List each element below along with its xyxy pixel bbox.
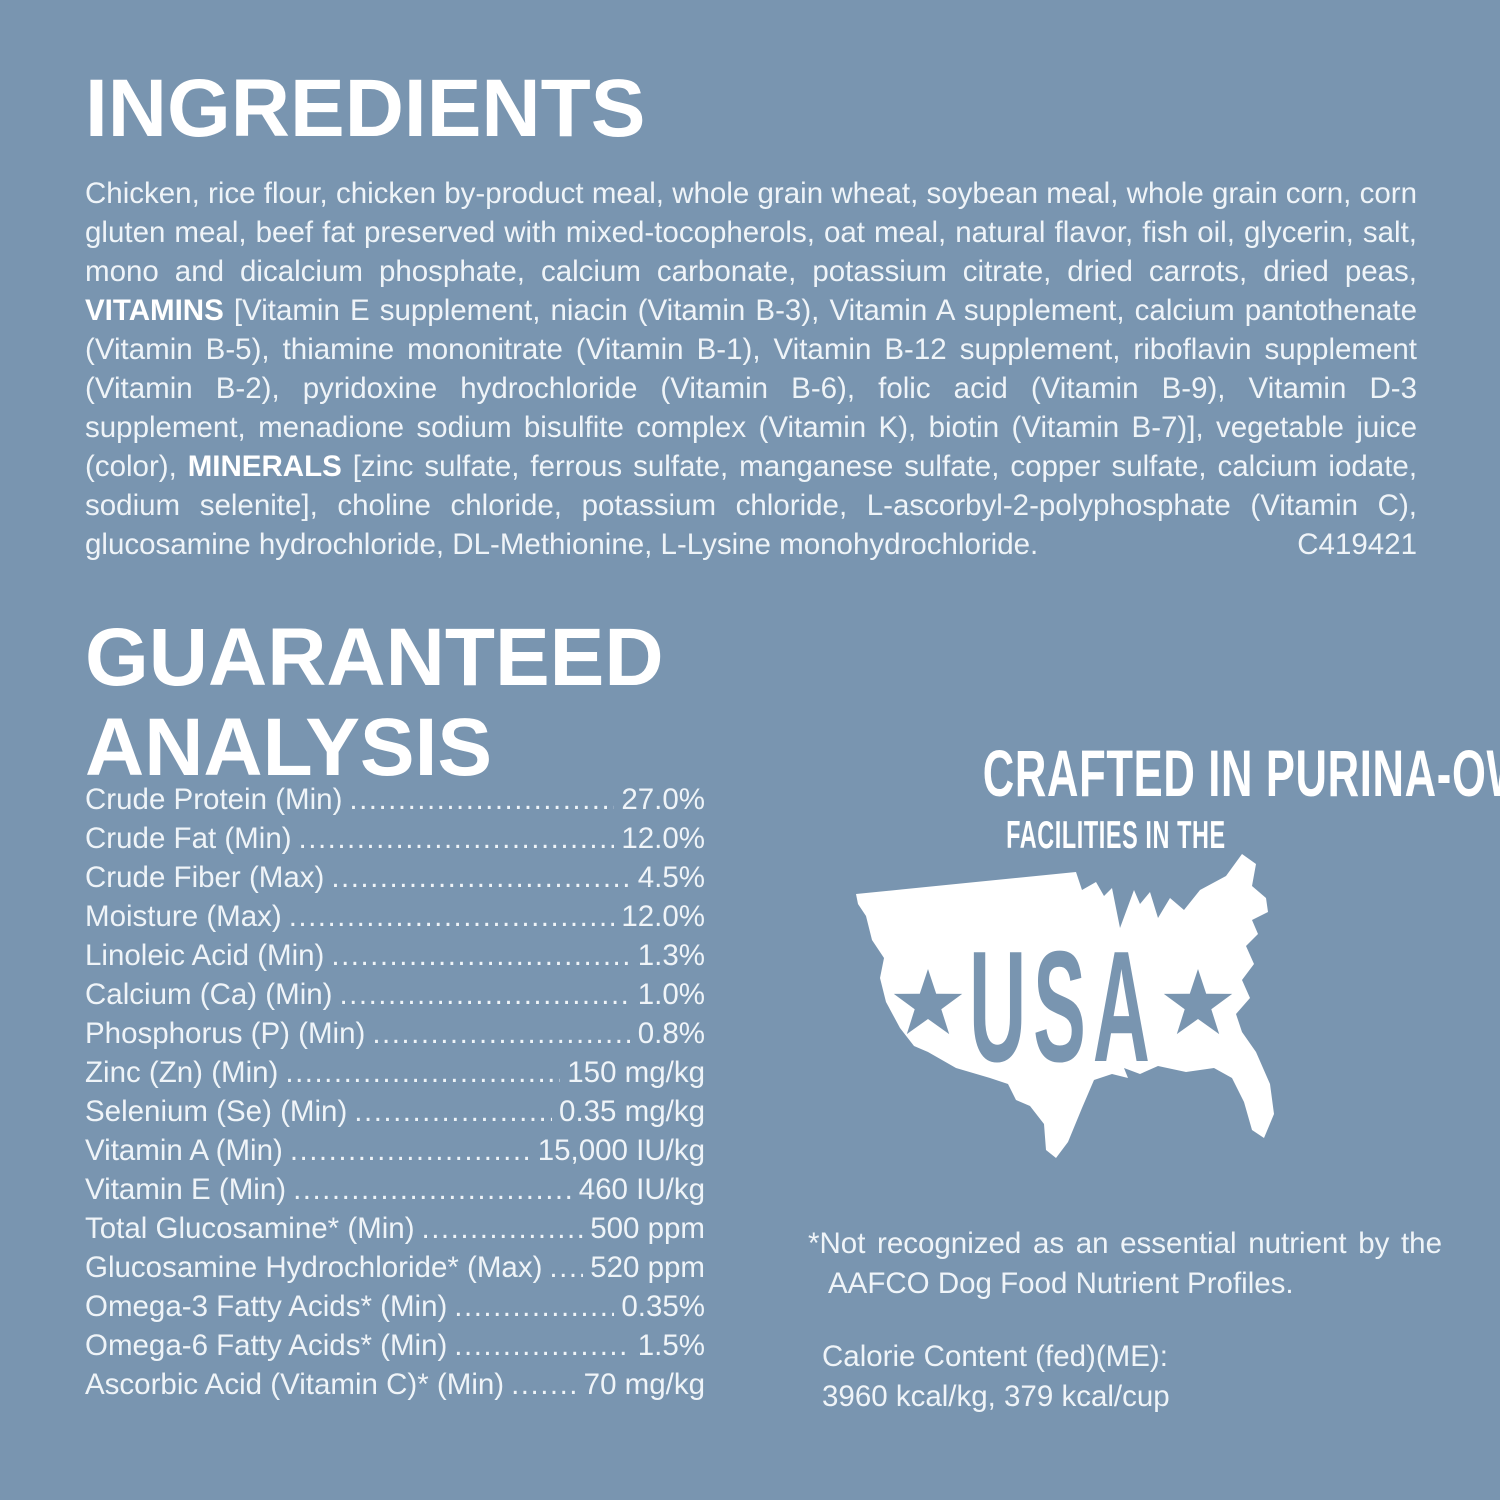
analysis-label: Ascorbic Acid (Vitamin C)* (Min): [85, 1368, 505, 1401]
analysis-value: 0.35%: [621, 1290, 705, 1323]
analysis-value: 1.0%: [637, 978, 705, 1011]
analysis-row: Omega-6 Fatty Acids* (Min) 1.5%: [85, 1326, 705, 1365]
analysis-value: 4.5%: [637, 861, 705, 894]
dot-leader: [285, 1053, 560, 1092]
analysis-value: 0.35 mg/kg: [559, 1095, 705, 1128]
crafted-heading-line1: CRAFTED IN PURINA-OWNED: [982, 736, 1500, 810]
dot-leader: [339, 975, 630, 1014]
analysis-label: Phosphorus (P) (Min): [85, 1017, 366, 1050]
dot-leader: [290, 1131, 531, 1170]
analysis-value: 0.8%: [637, 1017, 705, 1050]
guaranteed-analysis-title: GUARANTEED ANALYSIS: [85, 613, 664, 793]
analysis-value: 1.5%: [637, 1329, 705, 1362]
analysis-value: 150 mg/kg: [567, 1056, 705, 1089]
crafted-heading-line2: FACILITIES IN THE: [1006, 814, 1226, 857]
analysis-label: Selenium (Se) (Min): [85, 1095, 348, 1128]
vitamins-label: VITAMINS: [85, 294, 224, 327]
analysis-value: 27.0%: [621, 783, 705, 816]
calorie-line1: Calorie Content (fed)(ME):: [822, 1340, 1168, 1373]
crafted-subheading: FACILITIES IN THE: [818, 816, 1414, 855]
analysis-value: 70 mg/kg: [583, 1368, 705, 1401]
analysis-label: Crude Fiber (Max): [85, 861, 325, 894]
footnote-text: *Not recognized as an essential nutrient…: [808, 1227, 1442, 1300]
dot-leader: [293, 1170, 572, 1209]
dot-leader: [299, 819, 615, 858]
analysis-value: 500 ppm: [590, 1212, 705, 1245]
analysis-row: Glucosamine Hydrochloride* (Max) 520 ppm: [85, 1248, 705, 1287]
analysis-label: Total Glucosamine* (Min): [85, 1212, 415, 1245]
ingredients-part3: [zinc sulfate, ferrous sulfate, manganes…: [85, 450, 1418, 561]
guaranteed-analysis-list: Crude Protein (Min) 27.0% Crude Fat (Min)…: [85, 780, 705, 1404]
star-icon-left: [893, 969, 963, 1035]
usa-map-graphic: USA: [856, 854, 1274, 1158]
analysis-row: Ascorbic Acid (Vitamin C)* (Min) 70 mg/kg: [85, 1365, 705, 1404]
analysis-row: Moisture (Max) 12.0%: [85, 897, 705, 936]
analysis-row: Crude Protein (Min) 27.0%: [85, 780, 705, 819]
analysis-value: 15,000 IU/kg: [537, 1134, 705, 1167]
dot-leader: [511, 1365, 577, 1404]
product-code: C419421: [1297, 528, 1417, 561]
analysis-row: Omega-3 Fatty Acids* (Min) 0.35%: [85, 1287, 705, 1326]
dot-leader: [454, 1326, 630, 1365]
guaranteed-analysis-title-line1: GUARANTEED: [85, 612, 664, 703]
dot-leader: [422, 1209, 584, 1248]
calorie-content: Calorie Content (fed)(ME): 3960 kcal/kg, …: [822, 1337, 1170, 1417]
dot-leader: [331, 936, 630, 975]
analysis-label: Zinc (Zn) (Min): [85, 1056, 279, 1089]
calorie-line2: 3960 kcal/kg, 379 kcal/cup: [822, 1380, 1170, 1413]
star-icon-right: [1163, 969, 1233, 1035]
ingredients-text: Chicken, rice flour, chicken by-product …: [85, 174, 1417, 564]
ingredients-part1: Chicken, rice flour, chicken by-product …: [85, 177, 1417, 288]
analysis-row: Linoleic Acid (Min) 1.3%: [85, 936, 705, 975]
analysis-row: Vitamin E (Min) 460 IU/kg: [85, 1170, 705, 1209]
analysis-label: Crude Fat (Min): [85, 822, 292, 855]
analysis-row: Vitamin A (Min) 15,000 IU/kg: [85, 1131, 705, 1170]
analysis-label: Moisture (Max): [85, 900, 282, 933]
analysis-row: Crude Fiber (Max) 4.5%: [85, 858, 705, 897]
analysis-value: 460 IU/kg: [578, 1173, 705, 1206]
analysis-label: Omega-3 Fatty Acids* (Min): [85, 1290, 448, 1323]
usa-label: USA: [969, 919, 1157, 1095]
analysis-value: 520 ppm: [590, 1251, 705, 1284]
dot-leader: [549, 1248, 583, 1287]
minerals-label: MINERALS: [187, 450, 342, 483]
analysis-row: Phosphorus (P) (Min) 0.8%: [85, 1014, 705, 1053]
analysis-row: Crude Fat (Min) 12.0%: [85, 819, 705, 858]
analysis-row: Calcium (Ca) (Min) 1.0%: [85, 975, 705, 1014]
analysis-label: Glucosamine Hydrochloride* (Max): [85, 1251, 543, 1284]
dot-leader: [349, 780, 614, 819]
guaranteed-analysis-title-line2: ANALYSIS: [85, 702, 493, 793]
ingredients-title: INGREDIENTS: [85, 63, 646, 154]
ingredients-part2: [Vitamin E supplement, niacin (Vitamin B…: [85, 294, 1417, 483]
dot-leader: [331, 858, 630, 897]
analysis-value: 1.3%: [637, 939, 705, 972]
analysis-value: 12.0%: [621, 900, 705, 933]
analysis-row: Total Glucosamine* (Min) 500 ppm: [85, 1209, 705, 1248]
crafted-heading: CRAFTED IN PURINA-OWNED: [818, 740, 1500, 806]
analysis-label: Crude Protein (Min): [85, 783, 343, 816]
dot-leader: [289, 897, 615, 936]
analysis-label: Vitamin A (Min): [85, 1134, 283, 1167]
analysis-row: Selenium (Se) (Min) 0.35 mg/kg: [85, 1092, 705, 1131]
dot-leader: [372, 1014, 630, 1053]
analysis-label: Linoleic Acid (Min): [85, 939, 325, 972]
analysis-label: Vitamin E (Min): [85, 1173, 287, 1206]
dot-leader: [454, 1287, 614, 1326]
usa-map-silhouette: [856, 854, 1274, 1158]
analysis-row: Zinc (Zn) (Min) 150 mg/kg: [85, 1053, 705, 1092]
dot-leader: [354, 1092, 552, 1131]
analysis-label: Calcium (Ca) (Min): [85, 978, 333, 1011]
analysis-label: Omega-6 Fatty Acids* (Min): [85, 1329, 448, 1362]
analysis-value: 12.0%: [621, 822, 705, 855]
